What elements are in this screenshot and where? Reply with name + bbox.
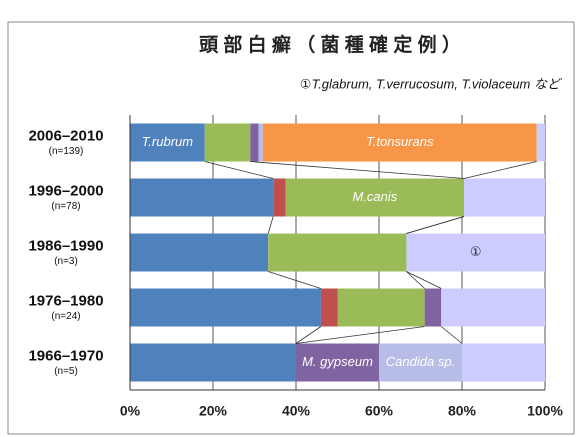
bar-segment — [262, 123, 537, 162]
y-tick-label: 1996–2000 — [28, 182, 103, 199]
connector — [204, 161, 274, 179]
bar-segment — [130, 178, 274, 217]
x-tick-label: 40% — [282, 403, 311, 419]
bar-segment — [273, 178, 286, 217]
bar-segment — [258, 123, 263, 162]
y-tick-note: (n=3) — [54, 256, 78, 267]
bar-segment — [268, 233, 407, 272]
y-tick-note: (n=24) — [51, 311, 80, 322]
x-tick-label: 60% — [365, 403, 394, 419]
connector — [267, 216, 274, 234]
segment-label: ① — [470, 244, 482, 259]
y-tick-label: 1986–1990 — [28, 237, 103, 254]
bar-segment — [379, 343, 462, 382]
x-tick-label: 20% — [199, 403, 228, 419]
bar-segment — [285, 178, 465, 217]
x-tick-label: 80% — [448, 403, 477, 419]
bar-segment — [296, 343, 379, 382]
connector — [440, 326, 463, 344]
segment-label: T.tonsurans — [366, 134, 434, 149]
bar-segment — [320, 288, 338, 327]
x-tick-label: 100% — [527, 403, 563, 419]
y-tick-label: 1976–1980 — [28, 292, 103, 309]
connector — [268, 271, 322, 289]
segment-label: T.rubrum — [142, 134, 194, 149]
bar-segment — [130, 233, 269, 272]
segment-label: M.canis — [352, 189, 397, 204]
connector — [463, 161, 537, 179]
bar-segment — [337, 288, 425, 327]
connector — [295, 326, 322, 344]
bar-segment — [250, 123, 259, 162]
bar-segment — [441, 288, 545, 327]
bar-segment — [464, 178, 545, 217]
connector — [295, 326, 425, 344]
segment-label: Candida sp. — [386, 354, 455, 369]
bar-segment — [406, 233, 545, 272]
segment-label: M. gypseum — [302, 354, 373, 369]
bar-segment — [130, 123, 205, 162]
bar-segment — [130, 343, 296, 382]
connector — [250, 161, 465, 179]
connector — [406, 216, 465, 234]
annotation: ①T.glabrum, T.verrucosum, T.violaceum など — [300, 76, 562, 91]
bar-segment — [462, 343, 545, 382]
y-tick-label: 2006–2010 — [28, 127, 103, 144]
y-tick-note: (n=139) — [49, 146, 84, 157]
x-tick-label: 0% — [120, 403, 141, 419]
bar-segment — [204, 123, 251, 162]
frame — [7, 21, 575, 435]
y-tick-note: (n=78) — [51, 201, 80, 212]
connector — [406, 271, 442, 289]
y-tick-note: (n=5) — [54, 366, 78, 377]
bar-segment — [130, 288, 321, 327]
connector — [406, 271, 425, 289]
bar-segment — [536, 123, 545, 162]
y-tick-label: 1966–1970 — [28, 347, 103, 364]
chart-title: 頭 部 白 癬 （ 菌 種 確 定 例 ） — [199, 33, 461, 56]
bar-segment — [424, 288, 442, 327]
